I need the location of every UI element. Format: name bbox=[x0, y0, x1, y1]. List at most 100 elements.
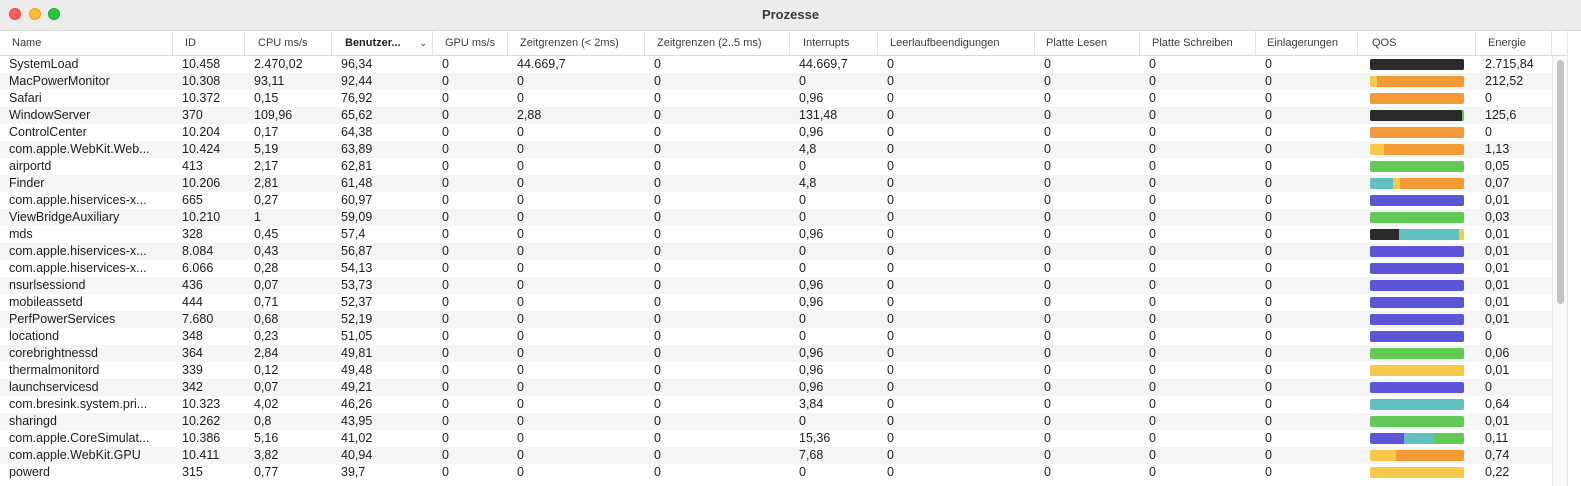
scrollbar-thumb[interactable] bbox=[1557, 60, 1564, 304]
table-row[interactable]: ControlCenter 10.204 0,17 64,38 0 0 0 0,96 0 0 0 0 0 bbox=[0, 124, 1552, 141]
column-header-diskread[interactable]: Platte Lesen bbox=[1035, 31, 1140, 55]
cell-diskwrite: 0 bbox=[1149, 295, 1156, 309]
cell-name: sharingd bbox=[9, 414, 57, 428]
table-row[interactable]: com.apple.hiservices-x... 6.066 0,28 54,13 0… bbox=[0, 260, 1552, 277]
cell-diskwrite: 0 bbox=[1149, 448, 1156, 462]
column-header-gpu[interactable]: GPU ms/s bbox=[433, 31, 508, 55]
table-row[interactable]: corebrightnessd 364 2,84 49,81 0 0 0 0,96 0 0 0 0 0,… bbox=[0, 345, 1552, 362]
cell-energy: 0 bbox=[1485, 125, 1492, 139]
table-row[interactable]: powerd 315 0,77 39,7 0 0 0 0 0 0 0 0 0,22 bbox=[0, 464, 1552, 481]
cell-id: 10.411 bbox=[182, 448, 220, 462]
table-row[interactable]: com.apple.hiservices-x... 8.084 0,43 56,87 0… bbox=[0, 243, 1552, 260]
cell-user: 52,19 bbox=[341, 312, 373, 326]
column-header-timers2[interactable]: Zeitgrenzen (< 2ms) bbox=[508, 31, 645, 55]
cell-timers2: 0 bbox=[517, 363, 524, 377]
cell-interrupts: 0,96 bbox=[799, 363, 824, 377]
column-header-name[interactable]: Name bbox=[0, 31, 173, 55]
cell-idle: 0 bbox=[887, 278, 894, 292]
column-header-label: Einlagerungen bbox=[1267, 37, 1338, 49]
table-row[interactable]: thermalmonitord 339 0,12 49,48 0 0 0 0,96 0 0 0 0 0,… bbox=[0, 362, 1552, 379]
table-row[interactable]: launchservicesd 342 0,07 49,21 0 0 0 0,96 0 0 0 0 0 bbox=[0, 379, 1552, 396]
cell-pagein: 0 bbox=[1265, 380, 1272, 394]
vertical-scrollbar[interactable] bbox=[1552, 56, 1568, 486]
qos-segment-blue bbox=[1370, 433, 1404, 444]
cell-idle: 0 bbox=[887, 312, 894, 326]
header-corner bbox=[1567, 31, 1581, 486]
column-header-pagein[interactable]: Einlagerungen bbox=[1256, 31, 1358, 55]
cell-timers25: 0 bbox=[654, 346, 661, 360]
cell-interrupts: 131,48 bbox=[799, 108, 838, 122]
table-row[interactable]: MacPowerMonitor 10.308 93,11 92,44 0 0 0 0 0 0 0 0 2… bbox=[0, 73, 1552, 90]
table-row[interactable]: Finder 10.206 2,81 61,48 0 0 0 4,8 0 0 0 0 0,07 bbox=[0, 175, 1552, 192]
cell-name: nsurlsessiond bbox=[9, 278, 86, 292]
table-row[interactable]: mobileassetd 444 0,71 52,37 0 0 0 0,96 0 0 0 0 0,01 bbox=[0, 294, 1552, 311]
title-bar: Prozesse bbox=[0, 0, 1581, 31]
cell-idle: 0 bbox=[887, 431, 894, 445]
qos-bar bbox=[1370, 161, 1464, 172]
cell-pagein: 0 bbox=[1265, 397, 1272, 411]
minimize-window-button[interactable] bbox=[29, 8, 41, 20]
cell-pagein: 0 bbox=[1265, 431, 1272, 445]
cell-name: com.apple.WebKit.GPU bbox=[9, 448, 141, 462]
table-row[interactable]: com.apple.CoreSimulat... 10.386 5,16 41,02 0… bbox=[0, 430, 1552, 447]
column-header-timers25[interactable]: Zeitgrenzen (2..5 ms) bbox=[645, 31, 790, 55]
cell-timers25: 0 bbox=[654, 91, 661, 105]
column-header-qos[interactable]: QOS bbox=[1358, 31, 1476, 55]
column-header-idle[interactable]: Leerlaufbeendigungen bbox=[878, 31, 1035, 55]
qos-bar bbox=[1370, 195, 1464, 206]
cell-cpu: 0,07 bbox=[254, 380, 279, 394]
table-row[interactable]: locationd 348 0,23 51,05 0 0 0 0 0 0 0 0 0 bbox=[0, 328, 1552, 345]
qos-bar bbox=[1370, 178, 1464, 189]
cell-interrupts: 0 bbox=[799, 329, 806, 343]
cell-energy: 0,01 bbox=[1485, 227, 1510, 241]
table-row[interactable]: SystemLoad 10.458 2.470,02 96,34 0 44.669,7 0 4… bbox=[0, 56, 1552, 73]
table-row[interactable]: WindowServer 370 109,96 65,62 0 2,88 0 131,48 0 0… bbox=[0, 107, 1552, 124]
cell-pagein: 0 bbox=[1265, 363, 1272, 377]
qos-bar bbox=[1370, 365, 1464, 376]
cell-pagein: 0 bbox=[1265, 125, 1272, 139]
cell-id: 10.386 bbox=[182, 431, 221, 445]
cell-energy: 0,01 bbox=[1485, 244, 1510, 258]
table-row[interactable]: Safari 10.372 0,15 76,92 0 0 0 0,96 0 0 0 0 0 bbox=[0, 90, 1552, 107]
column-header-diskwrite[interactable]: Platte Schreiben bbox=[1140, 31, 1256, 55]
cell-idle: 0 bbox=[887, 397, 894, 411]
qos-bar bbox=[1370, 433, 1464, 444]
table-row[interactable]: mds 328 0,45 57,4 0 0 0 0,96 0 0 0 0 0,01 bbox=[0, 226, 1552, 243]
table-row[interactable]: sharingd 10.262 0,8 43,95 0 0 0 0 0 0 0 0 0,01 bbox=[0, 413, 1552, 430]
table-row[interactable]: com.apple.WebKit.Web... 10.424 5,19 63,89 0 0… bbox=[0, 141, 1552, 158]
cell-timers2: 0 bbox=[517, 176, 524, 190]
qos-segment-green bbox=[1370, 348, 1464, 359]
table-row[interactable]: com.bresink.system.pri... 10.323 4,02 46,26… bbox=[0, 396, 1552, 413]
cell-interrupts: 0 bbox=[799, 210, 806, 224]
cell-timers2: 0 bbox=[517, 431, 524, 445]
qos-segment-teal bbox=[1370, 399, 1464, 410]
cell-id: 6.066 bbox=[182, 261, 214, 275]
column-header-interrupts[interactable]: Interrupts bbox=[790, 31, 878, 55]
column-header-energy[interactable]: Energie bbox=[1476, 31, 1552, 55]
cell-cpu: 0,77 bbox=[254, 465, 279, 479]
column-header-id[interactable]: ID bbox=[173, 31, 245, 55]
cell-idle: 0 bbox=[887, 414, 894, 428]
cell-interrupts: 7,68 bbox=[799, 448, 824, 462]
table-row[interactable]: com.apple.hiservices-x... 665 0,27 60,97 0 0 0… bbox=[0, 192, 1552, 209]
close-window-button[interactable] bbox=[9, 8, 21, 20]
table-row[interactable]: PerfPowerServices 7.680 0,68 52,19 0 0 0 0 0 0 0 0 0… bbox=[0, 311, 1552, 328]
cell-diskread: 0 bbox=[1044, 414, 1051, 428]
table-row[interactable]: com.apple.WebKit.GPU 10.411 3,82 40,94 0 0 0 7,… bbox=[0, 447, 1552, 464]
cell-pagein: 0 bbox=[1265, 159, 1272, 173]
column-header-cpu[interactable]: CPU ms/s bbox=[245, 31, 332, 55]
cell-name: airportd bbox=[9, 159, 52, 173]
cell-timers25: 0 bbox=[654, 57, 661, 71]
cell-cpu: 0,27 bbox=[254, 193, 279, 207]
cell-cpu: 0,68 bbox=[254, 312, 279, 326]
zoom-window-button[interactable] bbox=[48, 8, 60, 20]
qos-bar bbox=[1370, 314, 1464, 325]
cell-name: ControlCenter bbox=[9, 125, 87, 139]
cell-diskread: 0 bbox=[1044, 210, 1051, 224]
qos-bar bbox=[1370, 280, 1464, 291]
column-header-user[interactable]: Benutzer... ⌄ bbox=[332, 31, 433, 55]
table-row[interactable]: airportd 413 2,17 62,81 0 0 0 0 0 0 0 0 0,05 bbox=[0, 158, 1552, 175]
table-row[interactable]: ViewBridgeAuxiliary 10.210 1 59,09 0 0 0 0 0 0 0 0 0… bbox=[0, 209, 1552, 226]
table-row[interactable]: nsurlsessiond 436 0,07 53,73 0 0 0 0,96 0 0 0 0 0,01 bbox=[0, 277, 1552, 294]
cell-pagein: 0 bbox=[1265, 448, 1272, 462]
